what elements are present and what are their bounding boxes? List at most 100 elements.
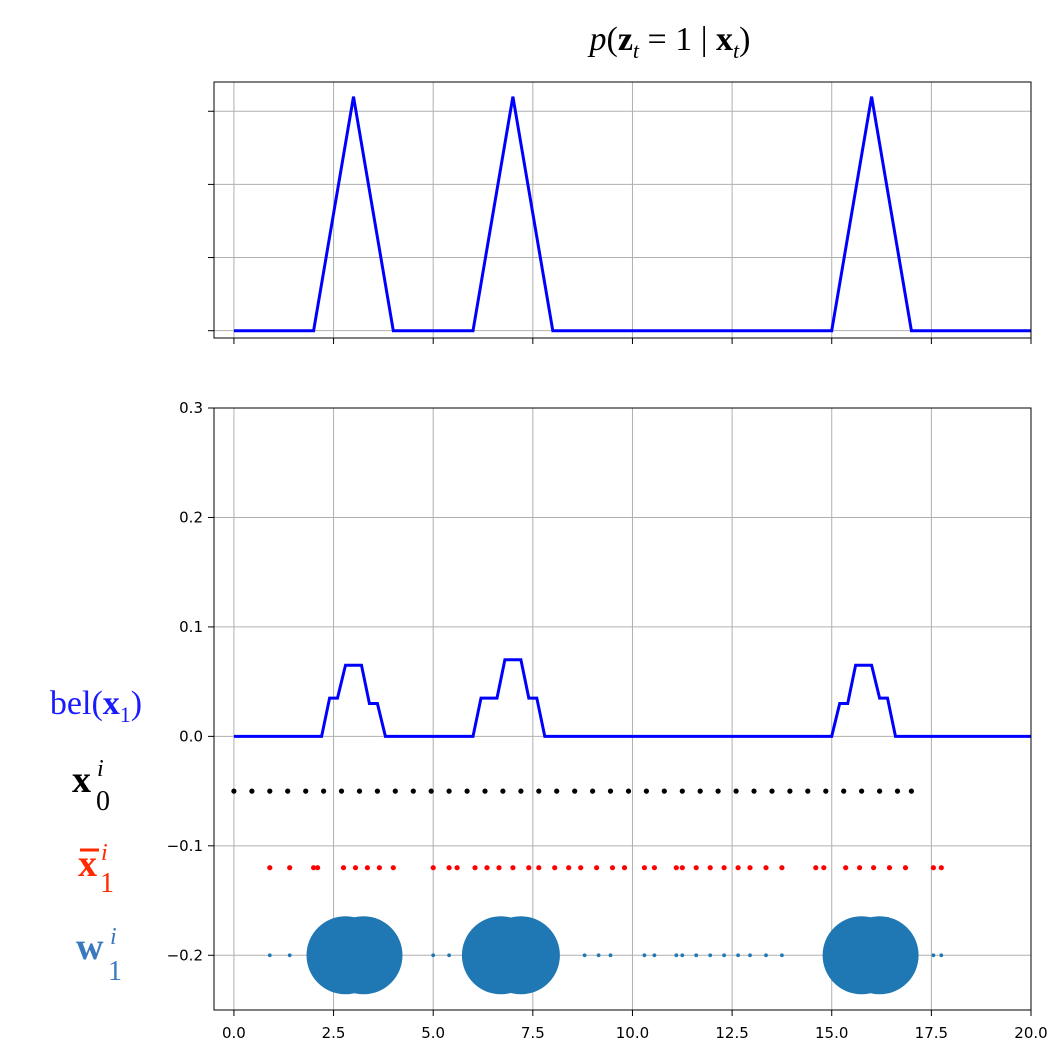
predicted-particle-marker bbox=[267, 865, 273, 871]
predicted-particle-marker bbox=[315, 865, 321, 871]
predicted-particle-marker bbox=[779, 865, 785, 871]
initial-particle-markers bbox=[231, 788, 915, 794]
weight-marker bbox=[596, 953, 601, 958]
initial-particle-marker bbox=[356, 788, 363, 794]
weight-marker bbox=[287, 953, 292, 958]
svg-text:x: x bbox=[72, 759, 91, 801]
predicted-particle-marker bbox=[902, 865, 909, 871]
weights-markers bbox=[267, 916, 944, 995]
predicted-particle-marker bbox=[484, 865, 490, 871]
weight-marker bbox=[708, 953, 713, 958]
top-chart-grid bbox=[214, 82, 1032, 338]
weight-marker bbox=[608, 953, 613, 958]
predicted-particle-marker bbox=[430, 865, 436, 871]
initial-particle-marker bbox=[590, 788, 596, 794]
predicted-particle-marker bbox=[446, 865, 452, 871]
x-tick-label: 7.5 bbox=[521, 1024, 545, 1042]
predicted-particle-marker bbox=[454, 865, 460, 871]
weight-marker bbox=[582, 953, 587, 958]
top-chart-ticks bbox=[208, 110, 1032, 344]
predicted-particle-marker bbox=[821, 865, 827, 871]
weight-marker bbox=[481, 916, 560, 995]
svg-text:x: x bbox=[78, 843, 97, 885]
predicted-particle-marker bbox=[673, 865, 679, 871]
initial-particle-marker bbox=[536, 788, 542, 794]
predicted-particle-marker bbox=[930, 865, 937, 871]
predicted-particle-markers bbox=[267, 865, 944, 871]
initial-particle-marker bbox=[607, 788, 614, 794]
top-chart-frame bbox=[213, 81, 1032, 339]
initial-particles-label: x i 0 bbox=[72, 756, 110, 817]
predicted-particle-marker bbox=[376, 865, 382, 871]
x-tick-label: 2.5 bbox=[322, 1024, 346, 1042]
predicted-particle-marker bbox=[472, 865, 478, 871]
initial-particle-marker bbox=[285, 788, 291, 794]
predicted-particle-marker bbox=[747, 865, 753, 871]
x-tick-label: 10.0 bbox=[616, 1024, 649, 1042]
initial-particle-marker bbox=[751, 788, 757, 794]
predicted-particle-marker bbox=[536, 865, 542, 871]
initial-particle-marker bbox=[518, 788, 524, 794]
predicted-particle-marker bbox=[390, 865, 396, 871]
weight-marker bbox=[324, 916, 403, 995]
svg-text:0: 0 bbox=[96, 786, 110, 817]
top-chart bbox=[208, 81, 1032, 344]
weight-marker bbox=[780, 953, 784, 958]
weight-marker bbox=[431, 953, 436, 958]
initial-particle-marker bbox=[410, 788, 416, 794]
y-tick-label: 0.0 bbox=[179, 727, 203, 745]
predicted-particle-marker bbox=[886, 865, 893, 871]
likelihood-line bbox=[233, 96, 1031, 333]
weight-marker bbox=[674, 953, 679, 958]
initial-particle-marker bbox=[428, 788, 434, 794]
initial-particle-marker bbox=[625, 788, 632, 794]
initial-particle-marker bbox=[894, 788, 901, 794]
predicted-particle-marker bbox=[311, 865, 317, 871]
initial-particle-marker bbox=[661, 788, 667, 794]
predicted-particle-marker bbox=[364, 865, 370, 871]
weight-marker bbox=[642, 953, 647, 958]
weight-marker bbox=[267, 953, 272, 958]
predicted-particle-marker bbox=[578, 865, 584, 871]
predicted-particle-marker bbox=[813, 865, 819, 871]
bottom-chart-frame bbox=[213, 407, 1032, 1011]
initial-particle-marker bbox=[321, 788, 327, 794]
y-tick-label: 0.2 bbox=[179, 508, 203, 526]
initial-particle-marker bbox=[482, 788, 488, 794]
predicted-particle-marker bbox=[287, 865, 293, 871]
initial-particle-marker bbox=[805, 788, 811, 794]
predicted-particle-marker bbox=[693, 865, 699, 871]
weight-marker bbox=[652, 953, 657, 958]
svg-text:i: i bbox=[97, 756, 104, 782]
y-tick-label: −0.2 bbox=[167, 946, 203, 964]
predicted-particle-marker bbox=[621, 865, 628, 871]
weights-label: w i 1 bbox=[76, 924, 122, 987]
belief-line bbox=[233, 658, 1031, 738]
predicted-particle-marker bbox=[857, 865, 863, 871]
initial-particle-marker bbox=[338, 788, 345, 794]
initial-particle-marker bbox=[446, 788, 452, 794]
initial-particle-marker bbox=[769, 788, 775, 794]
x-tick-label: 17.5 bbox=[915, 1024, 948, 1042]
bottom-chart: 0.3 0.2 0.1 0.0 −0.1 −0.2 0.0 2.5 5.0 7.5 10.0 12.… bbox=[167, 399, 1048, 1042]
svg-text:i: i bbox=[101, 840, 108, 866]
initial-particle-marker bbox=[697, 788, 703, 794]
initial-particle-marker bbox=[877, 788, 883, 794]
initial-particle-marker bbox=[554, 788, 560, 794]
predicted-particle-marker bbox=[679, 865, 685, 871]
weight-marker bbox=[931, 953, 936, 958]
predicted-particle-marker bbox=[594, 865, 600, 871]
weight-marker bbox=[840, 916, 919, 995]
predicted-particle-marker bbox=[735, 865, 741, 871]
predicted-particle-marker bbox=[721, 865, 727, 871]
initial-particle-marker bbox=[823, 788, 829, 794]
weight-marker bbox=[694, 953, 699, 958]
initial-particle-marker bbox=[841, 788, 847, 794]
y-tick-label: −0.1 bbox=[167, 837, 203, 855]
svg-text:w: w bbox=[76, 926, 104, 968]
predicted-particle-marker bbox=[641, 865, 648, 871]
weight-marker bbox=[447, 953, 451, 958]
svg-text:1: 1 bbox=[108, 956, 122, 987]
y-tick-label: 0.1 bbox=[179, 618, 203, 636]
